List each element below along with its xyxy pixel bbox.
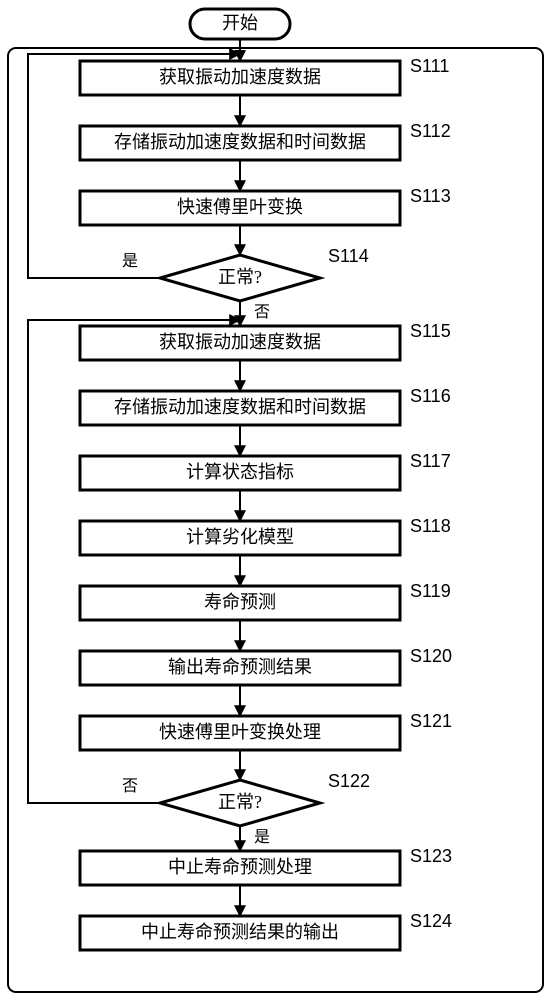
step-label-S124: S124 [410,911,452,931]
step-label-S118: S118 [410,516,451,536]
d2-yes-label: 是 [254,829,270,846]
step-label-S117: S117 [410,451,451,471]
decision-label-S114: S114 [328,246,369,266]
step-label-S113: S113 [410,186,451,206]
terminator-start-label: 开始 [222,13,258,33]
process-S120-text: 输出寿命预测结果 [168,657,312,677]
decision-label-S122: S122 [328,771,370,791]
process-S112-text: 存储振动加速度数据和时间数据 [114,132,366,152]
step-label-S120: S120 [410,646,452,666]
process-S113-text: 快速傅里叶变换 [177,197,303,217]
process-S123-text: 中止寿命预测处理 [168,857,312,877]
process-S116-text: 存储振动加速度数据和时间数据 [114,397,366,417]
d1-yes-label: 是 [122,253,138,270]
step-label-S123: S123 [410,846,452,866]
step-label-S111: S111 [410,56,449,76]
process-S119-text: 寿命预测 [204,592,276,612]
process-S111-text: 获取振动加速度数据 [159,67,321,87]
step-label-S116: S116 [410,386,451,406]
process-S118-text: 计算劣化模型 [186,527,294,547]
d1-no-label: 否 [254,304,270,321]
decision-S122-text: 正常? [218,792,262,812]
step-label-S115: S115 [410,321,451,341]
process-S124-text: 中止寿命预测结果的输出 [141,922,339,942]
step-label-S121: S121 [410,711,452,731]
step-label-S112: S112 [410,121,451,141]
step-label-S119: S119 [410,581,451,601]
process-S121-text: 快速傅里叶变换处理 [159,722,321,742]
process-S117-text: 计算状态指标 [186,462,294,482]
d2-no-label: 否 [122,778,138,795]
decision-S114-text: 正常? [218,267,262,287]
process-S115-text: 获取振动加速度数据 [159,332,321,352]
